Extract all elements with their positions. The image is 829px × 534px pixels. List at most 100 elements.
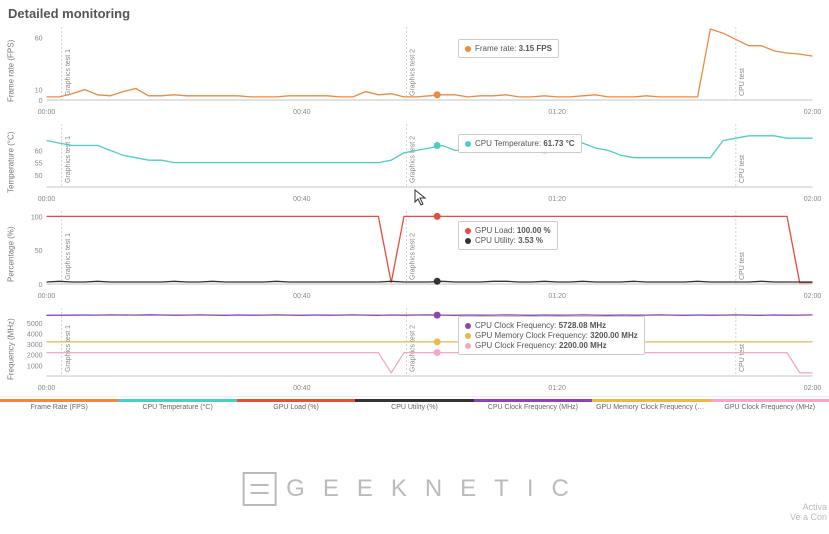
legend-dot-icon: [465, 323, 471, 329]
svg-text:50: 50: [35, 173, 43, 180]
svg-text:00:40: 00:40: [293, 385, 311, 392]
footer-legend-item[interactable]: GPU Clock Frequency (MHz): [711, 399, 829, 413]
y-axis-label: Frame rate (FPS): [4, 23, 18, 118]
svg-text:Graphics test 2: Graphics test 2: [410, 325, 417, 372]
series-cpu-clock: [47, 315, 813, 316]
chart-frequency[interactable]: Frequency (MHz)10002000300040005000Graph…: [4, 304, 825, 394]
chart-svg[interactable]: 0 50 100 Graphics test 1 Graphics test 2 CPU …: [18, 207, 825, 302]
svg-text:Graphics test 2: Graphics test 2: [410, 233, 417, 280]
marker-dot: [434, 278, 441, 285]
svg-text:02:00: 02:00: [804, 109, 822, 116]
legend-label: GPU Load: 100.00 %: [475, 226, 551, 235]
svg-text:Graphics test 1: Graphics test 1: [65, 233, 72, 280]
svg-text:50: 50: [35, 248, 43, 255]
svg-text:Graphics test 2: Graphics test 2: [410, 49, 417, 96]
svg-text:10: 10: [35, 88, 43, 95]
svg-text:01:20: 01:20: [548, 109, 566, 116]
legend-dot-icon: [465, 343, 471, 349]
marker-dot: [434, 91, 441, 98]
footer-legend-item[interactable]: GPU Load (%): [237, 399, 355, 413]
chart-svg[interactable]: 0 10 60 Graphics test 1 Graphics test 2 CPU t…: [18, 23, 825, 118]
chart-svg[interactable]: 10002000300040005000Graphics test 1Graph…: [18, 304, 825, 394]
series-gpu-load: [47, 216, 813, 282]
legend-row: GPU Load: 100.00 %: [465, 226, 551, 235]
header: Detailed monitoring: [0, 0, 829, 23]
chart-area[interactable]: 505560Graphics test 1Graphics test 2CPU …: [18, 120, 825, 205]
svg-text:CPU test: CPU test: [739, 155, 746, 183]
series-frame-rate: [47, 29, 813, 97]
svg-text:00:00: 00:00: [38, 385, 56, 392]
svg-text:00:40: 00:40: [293, 109, 311, 116]
svg-text:4000: 4000: [27, 331, 43, 338]
svg-text:55: 55: [35, 161, 43, 168]
legend-box: CPU Clock Frequency: 5728.08 MHzGPU Memo…: [458, 316, 645, 355]
legend-row: GPU Memory Clock Frequency: 3200.00 MHz: [465, 331, 638, 340]
svg-text:2000: 2000: [27, 353, 43, 360]
svg-text:Graphics test 1: Graphics test 1: [65, 49, 72, 96]
marker-dot: [434, 312, 441, 319]
chart-percentage[interactable]: Percentage (%) 0 50 100 Graphics test 1 Graph…: [4, 207, 825, 302]
svg-text:60: 60: [35, 35, 43, 42]
marker-dot: [434, 142, 441, 149]
legend-label: CPU Clock Frequency: 5728.08 MHz: [475, 321, 606, 330]
chart-temperature[interactable]: Temperature (°C)505560Graphics test 1Gra…: [4, 120, 825, 205]
chart-svg[interactable]: 505560Graphics test 1Graphics test 2CPU …: [18, 120, 825, 205]
charts-container: Frame rate (FPS) 0 10 60 Graphics test 1 Grap…: [0, 23, 829, 394]
watermark: GEEKNETIC: [242, 472, 587, 506]
footer-legend-item[interactable]: CPU Utility (%): [355, 399, 473, 413]
legend-dot-icon: [465, 46, 471, 52]
legend-row: CPU Clock Frequency: 5728.08 MHz: [465, 321, 638, 330]
legend-row: GPU Clock Frequency: 2200.00 MHz: [465, 341, 638, 350]
legend-box: GPU Load: 100.00 %CPU Utility: 3.53 %: [458, 221, 558, 250]
chart-framerate[interactable]: Frame rate (FPS) 0 10 60 Graphics test 1 Grap…: [4, 23, 825, 118]
legend-row: CPU Temperature: 61.73 °C: [465, 139, 575, 148]
legend-row: Frame rate: 3.15 FPS: [465, 44, 552, 53]
svg-text:Graphics test 2: Graphics test 2: [410, 136, 417, 183]
svg-text:Graphics test 1: Graphics test 1: [65, 325, 72, 372]
chart-area[interactable]: 10002000300040005000Graphics test 1Graph…: [18, 304, 825, 394]
svg-text:00:00: 00:00: [38, 293, 56, 300]
legend-label: GPU Clock Frequency: 2200.00 MHz: [475, 341, 607, 350]
svg-text:02:00: 02:00: [804, 385, 822, 392]
legend-dot-icon: [465, 141, 471, 147]
footer-legend-item[interactable]: Frame Rate (FPS): [0, 399, 118, 413]
y-axis-label: Percentage (%): [4, 207, 18, 302]
y-axis-label: Frequency (MHz): [4, 304, 18, 394]
legend-box: CPU Temperature: 61.73 °C: [458, 134, 582, 153]
page-title: Detailed monitoring: [8, 6, 821, 21]
chart-area[interactable]: 0 10 60 Graphics test 1 Graphics test 2 CPU t…: [18, 23, 825, 118]
chart-area[interactable]: 0 50 100 Graphics test 1 Graphics test 2 CPU …: [18, 207, 825, 302]
legend-dot-icon: [465, 228, 471, 234]
svg-text:CPU test: CPU test: [739, 252, 746, 280]
legend-dot-icon: [465, 238, 471, 244]
svg-text:02:00: 02:00: [804, 293, 822, 300]
svg-text:CPU test: CPU test: [739, 68, 746, 96]
footer-legend-item[interactable]: CPU Clock Frequency (MHz): [474, 399, 592, 413]
svg-text:0: 0: [39, 98, 43, 105]
svg-text:0: 0: [39, 282, 43, 289]
legend-row: CPU Utility: 3.53 %: [465, 236, 551, 245]
legend-label: GPU Memory Clock Frequency: 3200.00 MHz: [475, 331, 638, 340]
series-gpu-clock: [47, 353, 813, 373]
svg-text:02:00: 02:00: [804, 196, 822, 203]
marker-dot: [434, 213, 441, 220]
svg-text:00:40: 00:40: [293, 196, 311, 203]
svg-text:00:00: 00:00: [38, 109, 56, 116]
svg-text:60: 60: [35, 148, 43, 155]
svg-text:01:20: 01:20: [548, 196, 566, 203]
svg-text:01:20: 01:20: [548, 293, 566, 300]
legend-box: Frame rate: 3.15 FPS: [458, 39, 559, 58]
marker-dot: [434, 349, 441, 356]
footer-legend: Frame Rate (FPS)CPU Temperature (°C)GPU …: [0, 396, 829, 413]
watermark-text: GEEKNETIC: [286, 475, 587, 503]
footer-legend-item[interactable]: GPU Memory Clock Frequency (MHz): [592, 399, 710, 413]
svg-text:100: 100: [31, 214, 43, 221]
svg-text:1000: 1000: [27, 363, 43, 370]
watermark-activa: Activa Ve a Con: [790, 502, 827, 522]
svg-text:3000: 3000: [27, 342, 43, 349]
footer-legend-item[interactable]: CPU Temperature (°C): [118, 399, 236, 413]
marker-dot: [434, 338, 441, 345]
legend-label: CPU Utility: 3.53 %: [475, 236, 543, 245]
y-axis-label: Temperature (°C): [4, 120, 18, 205]
svg-text:00:40: 00:40: [293, 293, 311, 300]
